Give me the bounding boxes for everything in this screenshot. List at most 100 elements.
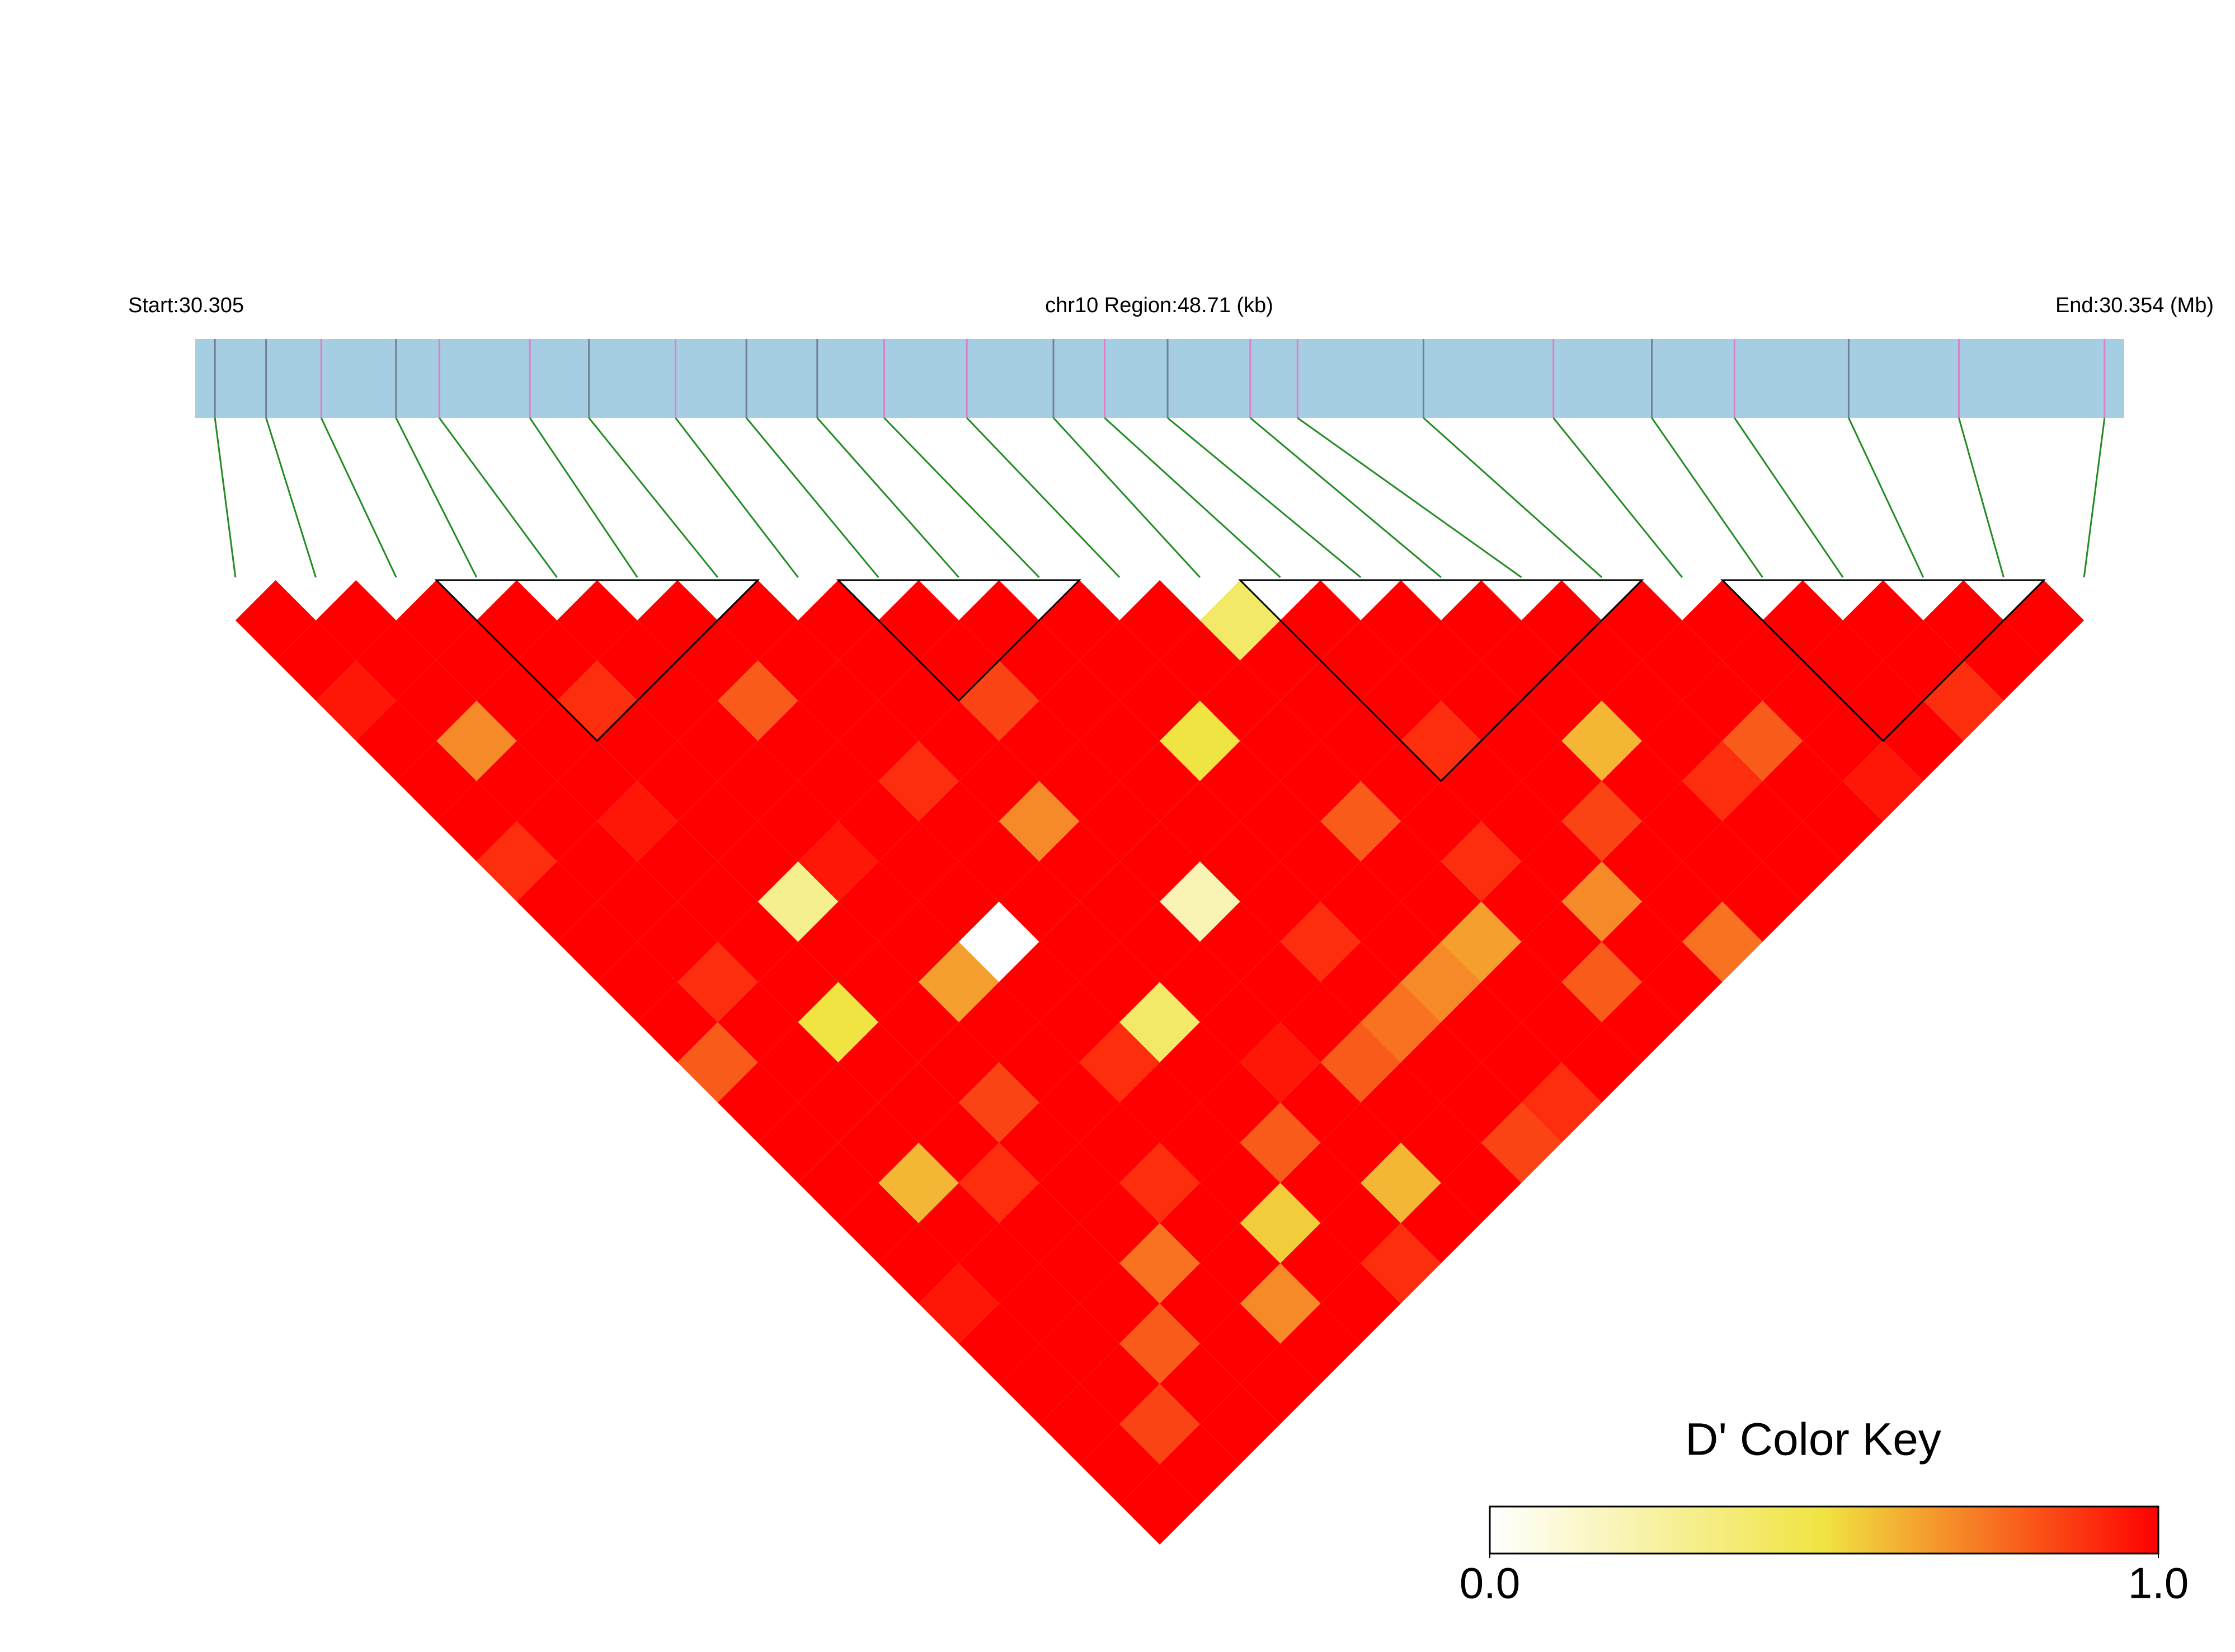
ld-cell [1119, 1464, 1200, 1545]
ld-cell [1079, 1424, 1160, 1505]
ld-cell [1119, 660, 1200, 741]
ld-cell [838, 1022, 919, 1103]
ld-cell [396, 741, 477, 821]
ld-cell [878, 1142, 959, 1223]
ld-cell [958, 1062, 1039, 1143]
ld-cell [958, 982, 1039, 1062]
ld-cell [516, 620, 597, 701]
ld-cell [1682, 660, 1763, 741]
ld-cell [919, 1022, 999, 1103]
ld-cell [838, 781, 919, 862]
ld-cell [999, 1343, 1080, 1424]
ld-cell [1240, 861, 1321, 942]
ld-cell [878, 982, 959, 1062]
ld-cell [919, 781, 999, 862]
snp-connector [1848, 417, 1925, 578]
ld-cell [999, 942, 1080, 1023]
ld-cell [1361, 1223, 1441, 1303]
ld-cell [1160, 1263, 1240, 1344]
ld-cell [958, 741, 1039, 821]
ld-cell [757, 781, 839, 862]
ld-cell [1361, 1142, 1441, 1223]
ld-cell [1361, 580, 1441, 661]
ld-cell [1521, 901, 1602, 982]
ld-cell [1119, 1062, 1200, 1143]
end-label: End:30.354 (Mb) [2055, 294, 2214, 317]
ld-cell [1320, 781, 1401, 862]
ld-cell [597, 861, 677, 942]
snp-connector [2083, 417, 2106, 578]
ld-cell [1240, 942, 1321, 1023]
ld-cell [1039, 901, 1120, 982]
ld-cell [1481, 1022, 1562, 1103]
ld-cell [476, 660, 557, 741]
color-key-label: 1.0 [2128, 1559, 2189, 1608]
snp-connector [320, 417, 397, 578]
ld-cell [235, 580, 316, 661]
ld-cell [1119, 741, 1200, 821]
snp-track [195, 339, 2124, 418]
ld-cell [1079, 700, 1160, 782]
ld-cell [1199, 1383, 1281, 1465]
ld-cell [878, 741, 959, 821]
ld-cell [356, 620, 436, 701]
ld-cell [1923, 660, 2004, 741]
snp-connector [1249, 417, 1442, 578]
ld-cell [516, 861, 597, 942]
snp-connector [214, 417, 237, 578]
ld-cell [717, 660, 798, 741]
ld-cell [1320, 1022, 1401, 1103]
ld-cell [798, 660, 879, 741]
ld-cell [1561, 942, 1642, 1023]
ld-cell [1079, 781, 1160, 862]
ld-cell [1320, 1183, 1401, 1264]
snp-connector [1423, 417, 1603, 578]
ld-cell [557, 660, 638, 741]
ld-cell [838, 1183, 919, 1264]
ld-cell [878, 901, 959, 982]
ld-cell [1803, 781, 1883, 862]
ld-cell [958, 660, 1039, 741]
ld-cell [1119, 1383, 1200, 1465]
ld-cell [1119, 1142, 1200, 1223]
snp-connector [529, 417, 638, 578]
ld-cell [999, 1022, 1080, 1103]
ld-cell [1079, 861, 1160, 942]
ld-cell [1561, 861, 1642, 942]
ld-cell [1240, 781, 1321, 862]
ld-cell [717, 1062, 798, 1143]
ld-cell [1079, 1263, 1160, 1344]
ld-cell [757, 1022, 839, 1103]
ld-cell [999, 700, 1080, 782]
ld-cell [1079, 942, 1160, 1023]
ld-cell [637, 741, 718, 821]
ld-cell [275, 620, 356, 701]
ld-cell [999, 620, 1080, 701]
ld-cell [1361, 982, 1441, 1062]
ld-cell [1160, 1424, 1240, 1505]
ld-cell [1240, 1102, 1321, 1183]
ld-cell [1401, 1022, 1481, 1103]
ld-cell [717, 741, 798, 821]
ld-cell [717, 901, 798, 982]
ld-cell [1199, 821, 1281, 902]
ld-cell [1199, 1303, 1281, 1384]
ld-cell [1441, 982, 1522, 1062]
ld-cell [1602, 901, 1682, 982]
ld-cell [1561, 781, 1642, 862]
ld-cell [557, 901, 638, 982]
ld-cell [516, 700, 597, 782]
ld-cell [999, 781, 1080, 862]
ld-block [1238, 579, 1644, 783]
ld-cell [1441, 1062, 1522, 1143]
ld-cell [1320, 620, 1401, 701]
ld-cell [1119, 821, 1200, 902]
ld-cell [1803, 620, 1883, 701]
ld-cell [1602, 982, 1682, 1062]
ld-cell [1199, 982, 1281, 1062]
ld-cell [838, 861, 919, 942]
ld-block [434, 579, 760, 742]
ld-cell [958, 1303, 1039, 1384]
ld-cell [798, 1142, 879, 1223]
ld-cell [757, 942, 839, 1023]
